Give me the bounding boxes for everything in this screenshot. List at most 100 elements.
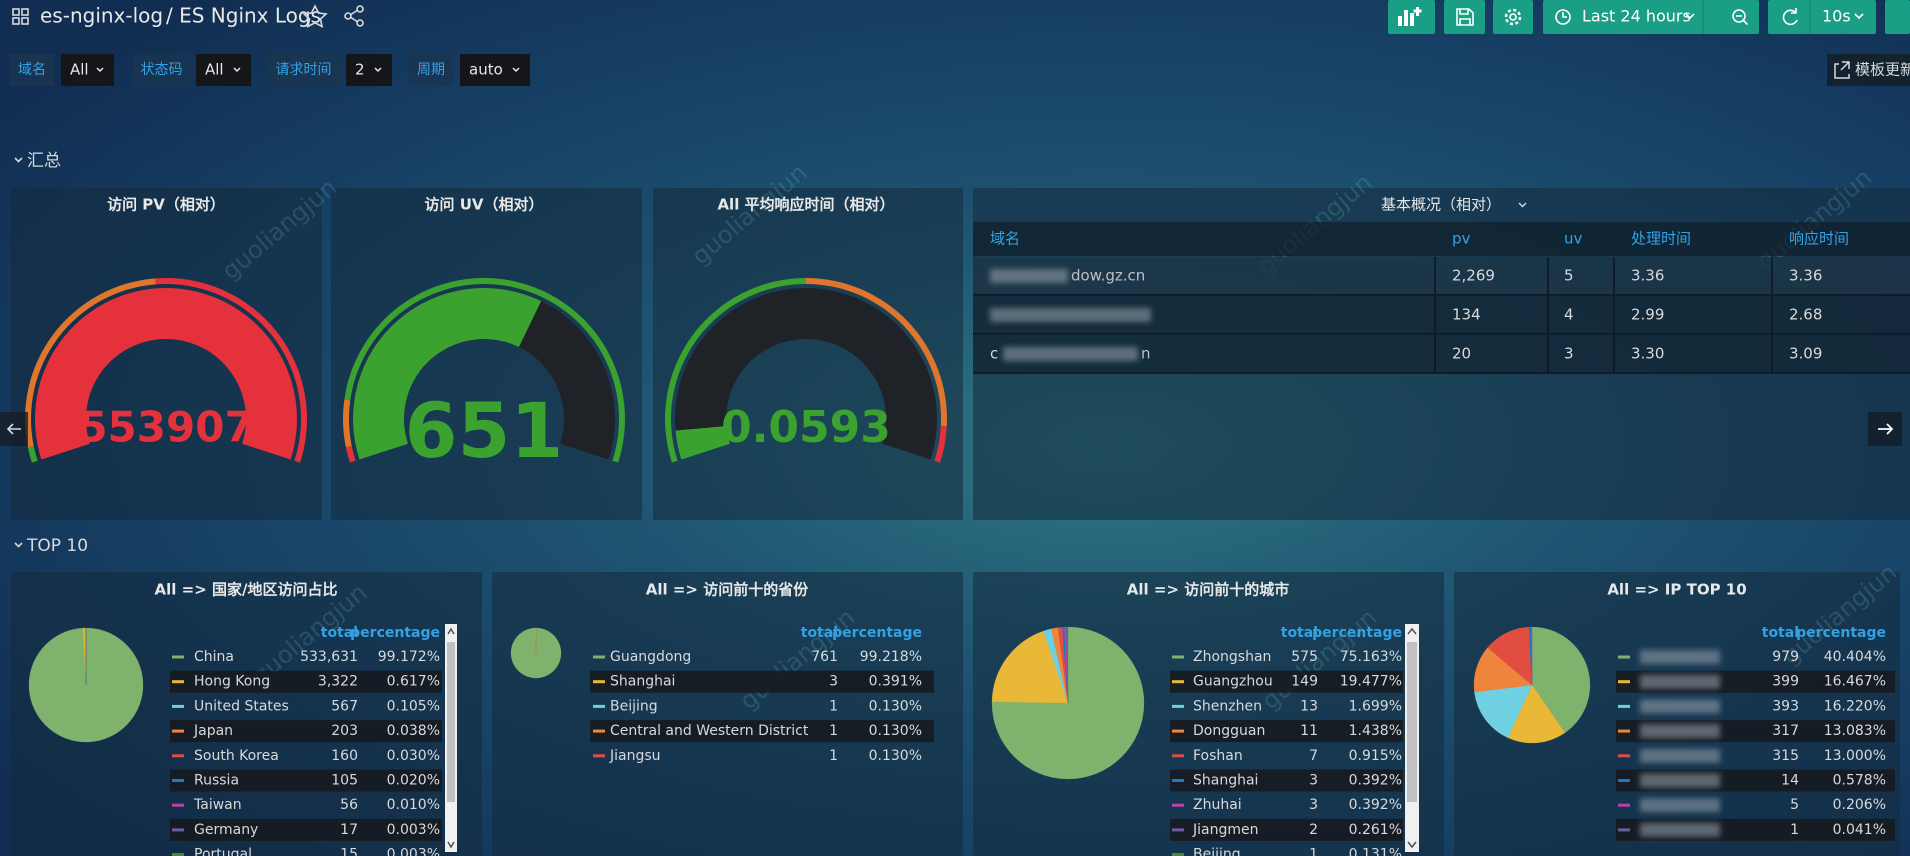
- variable-value[interactable]: auto: [469, 61, 503, 79]
- legend-name[interactable]: United States: [194, 698, 289, 714]
- legend-percentage: 1.699%: [1349, 698, 1402, 714]
- legend-swatch: [1172, 680, 1184, 684]
- column-header[interactable]: uv: [1564, 230, 1583, 248]
- panel-title[interactable]: 访问 UV（相对）: [424, 196, 543, 214]
- panel-title[interactable]: All => 访问前十的城市: [1127, 581, 1289, 599]
- legend-header[interactable]: total: [801, 625, 838, 641]
- dashboard-icon[interactable]: [12, 8, 29, 25]
- legend-name[interactable]: Shenzhen: [1193, 698, 1262, 714]
- legend-name[interactable]: Russia: [194, 773, 239, 789]
- legend-name[interactable]: Central and Western District: [610, 723, 809, 739]
- row-header[interactable]: TOP 10: [14, 536, 88, 556]
- legend-name[interactable]: Beijing: [1193, 847, 1241, 856]
- legend-name[interactable]: Portugal: [194, 847, 252, 856]
- refresh-interval[interactable]: 10s: [1822, 7, 1851, 26]
- panel-title[interactable]: 基本概况（相对）: [1381, 196, 1501, 214]
- legend-swatch: [172, 803, 184, 807]
- refresh-picker[interactable]: 10s: [1768, 0, 1876, 34]
- legend-swatch: [593, 704, 605, 708]
- panel-title[interactable]: All => IP TOP 10: [1607, 581, 1746, 599]
- legend-name[interactable]: Zhongshan: [1193, 649, 1271, 665]
- legend-name[interactable]: Jiangmen: [1192, 822, 1258, 838]
- legend-percentage: 0.020%: [387, 773, 440, 789]
- add-panel-button[interactable]: [1388, 0, 1435, 34]
- legend-name[interactable]: Shanghai: [610, 674, 675, 690]
- share-icon[interactable]: [344, 5, 364, 27]
- column-header[interactable]: 处理时间: [1631, 230, 1691, 248]
- variable-value[interactable]: All: [205, 61, 224, 79]
- column-header[interactable]: 响应时间: [1789, 230, 1849, 248]
- time-picker[interactable]: Last 24 hours: [1543, 0, 1759, 34]
- row-title[interactable]: 汇总: [27, 151, 61, 171]
- save-button[interactable]: [1444, 0, 1485, 34]
- prev-arrow[interactable]: [0, 412, 28, 446]
- legend-swatch: [1172, 729, 1184, 733]
- panels: guoliangjun guoliangjun guoliangjunguolian…: [11, 158, 1910, 856]
- legend-header[interactable]: percentage: [350, 625, 440, 641]
- legend-total: 1: [829, 723, 838, 739]
- legend-header[interactable]: total: [1281, 625, 1318, 641]
- domain-text: dow.gz.cn: [1071, 267, 1145, 285]
- table-header: [973, 222, 1910, 256]
- scrollbar-thumb[interactable]: [447, 642, 455, 802]
- legend-header[interactable]: total: [1762, 625, 1799, 641]
- variable-dropdown[interactable]: [460, 54, 530, 86]
- legend-name[interactable]: Germany: [194, 822, 258, 838]
- legend-percentage: 0.130%: [869, 723, 922, 739]
- legend-percentage: 13.083%: [1824, 723, 1886, 739]
- legend-name[interactable]: Zhuhai: [1193, 797, 1242, 813]
- panel-title[interactable]: 访问 PV（相对）: [107, 196, 225, 214]
- variable-value[interactable]: 2: [355, 61, 365, 79]
- legend-header[interactable]: total: [321, 625, 358, 641]
- template-link-text[interactable]: 模板更新: [1855, 61, 1910, 79]
- dropdown-caret: [374, 67, 382, 73]
- column-header[interactable]: pv: [1452, 230, 1471, 248]
- legend-percentage: 0.010%: [387, 797, 440, 813]
- tv-button[interactable]: [1885, 0, 1910, 34]
- legend-name[interactable]: Foshan: [1193, 748, 1243, 764]
- variable-dropdown[interactable]: [196, 54, 251, 86]
- legend-row: [170, 818, 442, 841]
- legend-header[interactable]: percentage: [1796, 625, 1886, 641]
- legend-header[interactable]: percentage: [832, 625, 922, 641]
- variable-dropdown[interactable]: [61, 54, 114, 86]
- row-title[interactable]: TOP 10: [26, 536, 88, 556]
- column-header[interactable]: 域名: [990, 230, 1020, 248]
- gauge-arc: [675, 288, 937, 460]
- legend-name[interactable]: Dongguan: [1193, 723, 1265, 739]
- legend-name[interactable]: Taiwan: [193, 797, 242, 813]
- row-header[interactable]: 汇总: [14, 151, 61, 171]
- table-cell: 3.36: [1631, 267, 1664, 285]
- legend-total: 533,631: [300, 649, 358, 665]
- scrollbar-thumb[interactable]: [1407, 642, 1417, 802]
- gauge-threshold: [27, 445, 38, 463]
- star-icon[interactable]: [302, 4, 328, 28]
- table-cell: 3.09: [1789, 345, 1822, 363]
- panel-title[interactable]: All => 国家/地区访问占比: [155, 581, 338, 599]
- legend-total: 11: [1300, 723, 1318, 739]
- settings-button[interactable]: [1493, 0, 1533, 34]
- legend-name[interactable]: Guangzhou: [1193, 674, 1273, 690]
- variable-dropdown[interactable]: [346, 54, 392, 86]
- legend-name[interactable]: China: [194, 649, 234, 665]
- legend-header[interactable]: percentage: [1312, 625, 1402, 641]
- next-arrow[interactable]: [1868, 412, 1902, 446]
- legend-name[interactable]: Hong Kong: [194, 674, 270, 690]
- legend-percentage: 0.041%: [1833, 822, 1886, 838]
- panel-menu-caret: [1518, 202, 1527, 208]
- legend-name[interactable]: Japan: [193, 723, 233, 739]
- legend-name[interactable]: Guangdong: [610, 649, 691, 665]
- legend-name[interactable]: South Korea: [194, 748, 279, 764]
- variable-value[interactable]: All: [70, 61, 89, 79]
- time-range[interactable]: Last 24 hours: [1582, 7, 1691, 26]
- panel-title[interactable]: All => 访问前十的省份: [646, 581, 809, 599]
- legend-name[interactable]: Jiangsu: [609, 748, 661, 764]
- legend-name[interactable]: Beijing: [610, 698, 658, 714]
- dashboard-title[interactable]: / ES Nginx Logs: [166, 4, 321, 28]
- legend-name[interactable]: Shanghai: [1193, 773, 1258, 789]
- legend-swatch: [1618, 704, 1630, 708]
- template-link[interactable]: 模板更新: [1827, 54, 1910, 86]
- folder-name[interactable]: es-nginx-log: [40, 4, 163, 28]
- panel-title[interactable]: All 平均响应时间（相对）: [717, 196, 894, 214]
